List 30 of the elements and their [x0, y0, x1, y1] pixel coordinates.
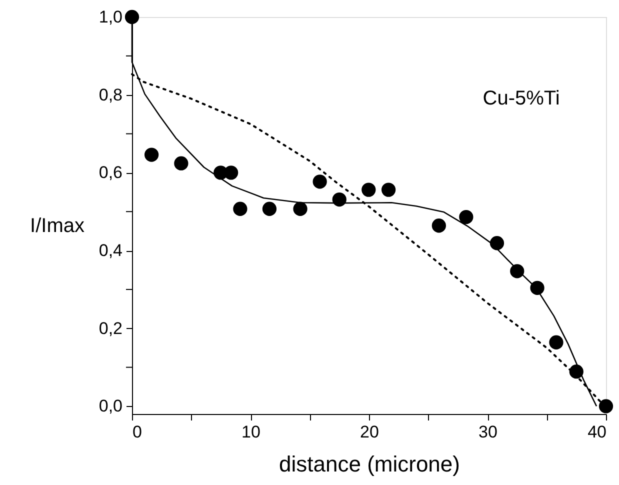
point	[312, 174, 327, 189]
point	[598, 399, 614, 414]
y-tick-label: 0,2	[98, 318, 122, 338]
point	[490, 236, 504, 250]
point	[381, 182, 396, 197]
point	[174, 156, 188, 170]
y-tick-label: 0,4	[98, 241, 122, 260]
point	[293, 202, 308, 216]
point	[144, 148, 159, 162]
y-tick-label: 0,6	[98, 163, 122, 182]
point	[262, 202, 277, 216]
x-tick-label: 0	[132, 422, 142, 442]
x-tick-label: 10	[242, 422, 260, 442]
x-tick-label: 40	[588, 422, 606, 442]
y-tick-label: 0,0	[98, 396, 122, 416]
x-tick-label: 20	[360, 422, 379, 442]
y-axis-title: I/Imax	[30, 215, 84, 237]
point	[549, 335, 564, 350]
y-tick-label: 0,8	[98, 85, 122, 104]
point	[362, 182, 376, 197]
point	[432, 218, 446, 233]
annotation: Cu-5%Ti	[482, 87, 560, 110]
x-tick-label: 30	[478, 422, 498, 442]
y-tick-label: 1,0	[98, 8, 122, 26]
point	[459, 210, 474, 224]
point	[224, 166, 238, 180]
x-axis-title: distance (microne)	[279, 452, 460, 476]
point	[233, 202, 248, 216]
point	[124, 10, 140, 24]
point	[332, 192, 346, 207]
